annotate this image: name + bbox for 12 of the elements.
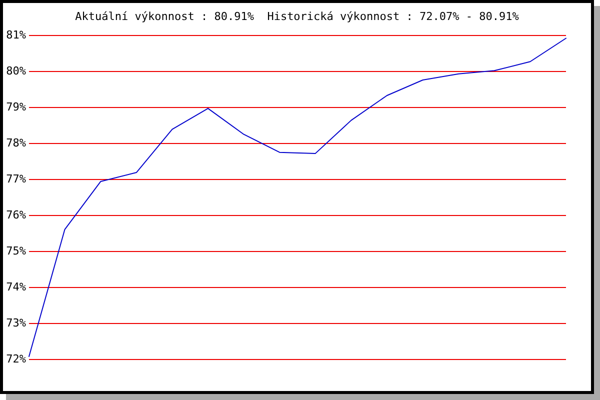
y-tick-label: 74%	[6, 280, 26, 294]
y-tick-label: 81%	[6, 28, 26, 42]
y-tick-label: 77%	[6, 172, 26, 186]
y-tick-label: 78%	[6, 136, 26, 150]
y-tick-label: 73%	[6, 316, 26, 330]
y-tick-label: 72%	[6, 352, 26, 366]
y-tick-label: 79%	[6, 100, 26, 114]
chart-title: Aktuální výkonnost : 80.91% Historická výkonnost : 72.07% - 80.91%	[75, 10, 520, 23]
y-tick-label: 80%	[6, 64, 26, 78]
y-tick-label: 75%	[6, 244, 26, 258]
y-tick-label: 76%	[6, 208, 26, 222]
line-series	[28, 38, 566, 357]
